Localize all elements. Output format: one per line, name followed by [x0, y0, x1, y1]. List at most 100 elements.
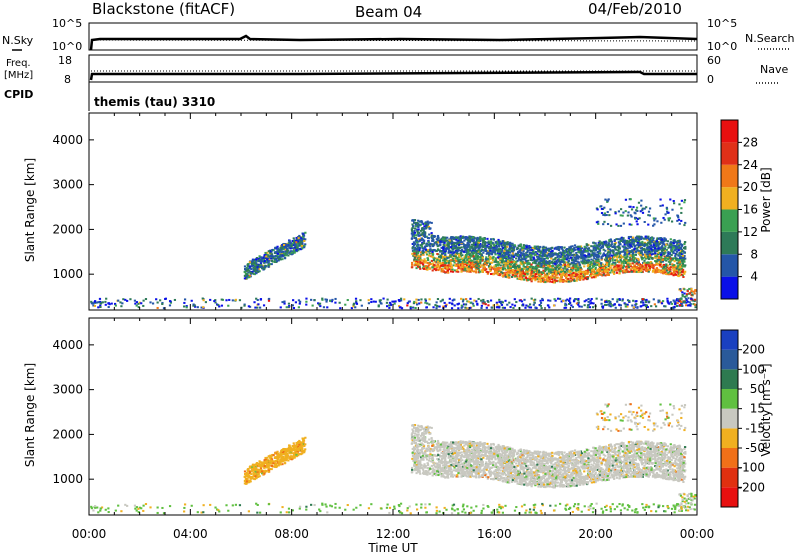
echo-cell	[432, 262, 435, 265]
echo-cell	[426, 302, 429, 305]
echo-cell	[466, 265, 470, 268]
echo-cell	[580, 268, 583, 271]
echo-cell	[674, 256, 677, 259]
echo-cell	[426, 262, 430, 265]
echo-cell	[534, 279, 537, 282]
echo-cell	[532, 256, 535, 259]
echo-cell	[487, 300, 490, 303]
echo-cell	[619, 240, 623, 243]
echo-cell	[632, 299, 635, 302]
echo-cell	[667, 267, 670, 270]
echo-cell	[194, 305, 197, 308]
echo-cell	[193, 304, 196, 307]
echo-cell	[511, 250, 514, 253]
echo-cell	[305, 297, 308, 300]
echo-cell	[664, 305, 667, 308]
echo-cell	[506, 245, 509, 248]
echo-cell	[624, 262, 627, 265]
echo-cell	[304, 243, 307, 246]
echo-cell	[589, 302, 592, 305]
echo-cell	[469, 306, 472, 309]
echo-cell	[639, 242, 642, 245]
echo-cell	[427, 240, 430, 243]
echo-cell	[528, 265, 532, 268]
echo-cell	[97, 301, 100, 304]
echo-cell	[244, 268, 247, 271]
echo-cell	[255, 257, 259, 260]
echo-cell	[477, 297, 480, 300]
echo-cell	[622, 271, 625, 274]
echo-cell	[538, 276, 541, 279]
echo-cell	[243, 274, 247, 277]
echo-cell	[267, 259, 270, 262]
echo-cell	[606, 301, 609, 304]
echo-cell	[151, 302, 155, 305]
echo-cell	[424, 259, 427, 262]
echo-cell	[485, 256, 488, 259]
echo-cell	[656, 253, 660, 256]
echo-cell	[352, 303, 355, 306]
echo-cell	[295, 248, 298, 251]
echo-cell	[386, 305, 389, 308]
echo-cell	[431, 253, 435, 256]
echo-cell	[593, 244, 596, 247]
echo-cell	[657, 263, 660, 266]
echo-cell	[621, 250, 625, 253]
echo-cell	[469, 270, 472, 273]
echo-cell	[579, 266, 582, 269]
echo-cell	[670, 302, 674, 305]
echo-cell	[447, 271, 450, 274]
echo-cell	[590, 297, 593, 300]
echo-cell	[262, 304, 266, 307]
echo-cell	[563, 260, 566, 263]
echo-cell	[677, 270, 680, 273]
echo-cell	[391, 300, 394, 303]
echo-cell	[575, 302, 579, 305]
echo-cell	[452, 255, 455, 258]
echo-cell	[419, 237, 422, 240]
echo-cell	[448, 239, 451, 242]
echo-cell	[390, 303, 393, 306]
echo-cell	[592, 241, 596, 244]
echo-cell	[552, 304, 556, 307]
echo-cell	[675, 248, 678, 251]
echo-cell	[507, 255, 510, 258]
echo-cell	[424, 299, 428, 302]
echo-cell	[586, 262, 589, 265]
echo-cell	[571, 266, 575, 269]
echo-cell	[601, 266, 604, 269]
echo-cell	[665, 265, 668, 268]
echo-cell	[614, 267, 617, 270]
echo-cell	[537, 250, 540, 253]
echo-cell	[597, 241, 600, 244]
echo-cell	[652, 298, 655, 301]
echo-cell	[469, 246, 472, 249]
echo-cell	[582, 276, 585, 279]
echo-cell	[465, 238, 469, 241]
echo-cell	[641, 258, 644, 261]
echo-cell	[287, 305, 290, 308]
echo-cell	[429, 248, 432, 251]
echo-cell	[477, 239, 480, 242]
echo-cell	[587, 263, 590, 266]
echo-cell	[413, 300, 416, 303]
echo-cell	[565, 275, 568, 278]
echo-cell	[444, 304, 447, 307]
echo-cell	[483, 265, 486, 268]
echo-cell	[544, 281, 547, 284]
echo-cell	[607, 265, 610, 268]
echo-cell	[634, 253, 638, 256]
echo-cell	[415, 263, 419, 266]
echo-cell	[421, 252, 425, 255]
echo-cell	[506, 259, 510, 262]
echo-cell	[493, 260, 496, 263]
echo-cell	[672, 269, 675, 272]
echo-cell	[478, 256, 481, 259]
echo-cell	[204, 301, 208, 304]
echo-cell	[625, 266, 629, 269]
echo-cell	[529, 255, 532, 258]
echo-cell	[552, 271, 555, 274]
echo-cell	[626, 303, 629, 306]
echo-cell	[456, 248, 459, 251]
echo-cell	[650, 266, 654, 269]
